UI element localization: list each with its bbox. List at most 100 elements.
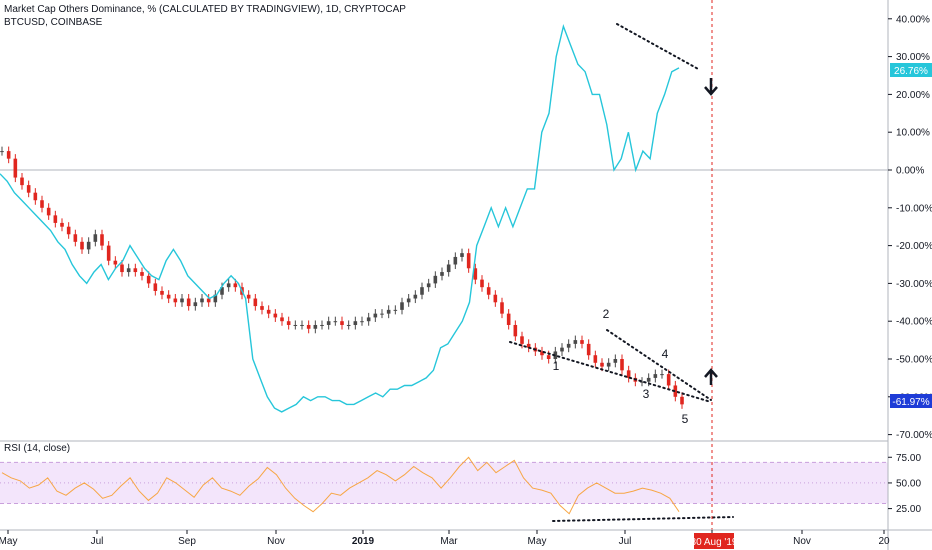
x-tick-label: Sep: [178, 536, 196, 547]
candle-body: [6, 151, 11, 159]
candle-body: [306, 324, 311, 329]
candle-body: [186, 298, 191, 307]
y-tick-label: 20.00%: [896, 90, 930, 101]
candle-body: [373, 313, 378, 318]
candle-body: [153, 283, 158, 291]
candle-body: [93, 234, 98, 242]
candle-body: [600, 362, 604, 367]
last-value-label-candles: -61.97%: [892, 397, 929, 408]
candle-body: [433, 275, 438, 284]
down-arrow-icon: [704, 78, 718, 96]
x-tick-label: May: [528, 536, 547, 547]
candle-body: [226, 283, 231, 288]
y-tick-label: -40.00%: [896, 317, 932, 328]
y-tick-label: 30.00%: [896, 52, 930, 63]
candle-body: [360, 321, 364, 323]
y-tick-label: -50.00%: [896, 355, 932, 366]
candle-body: [493, 294, 498, 303]
candle-body: [60, 222, 64, 227]
series-layer: [0, 24, 684, 515]
chart-title: Market Cap Others Dominance, % (CALCULAT…: [4, 4, 406, 15]
rsi-trend-line: [552, 516, 734, 522]
candle-body: [320, 324, 324, 326]
up-arrow-icon: [704, 368, 718, 385]
price-line-series: [0, 24, 680, 413]
candle-body: [220, 287, 224, 295]
candle-body: [120, 264, 124, 273]
candle-body: [326, 321, 331, 325]
x-tick-label: Nov: [793, 536, 811, 547]
candle-body: [20, 177, 24, 186]
x-tick-label: May: [0, 536, 17, 547]
candle-body: [460, 253, 464, 257]
candle-body: [606, 362, 611, 367]
candle-body: [406, 298, 411, 303]
y-tick-label: -20.00%: [896, 241, 932, 252]
candle-body: [260, 306, 264, 310]
candle-body: [573, 340, 578, 344]
candle-body: [40, 200, 44, 208]
candle-body: [86, 241, 91, 250]
candle-body: [106, 245, 111, 261]
candle-body: [140, 272, 144, 276]
candle-body: [126, 268, 131, 273]
rsi-pane: [0, 461, 888, 504]
candle-body: [480, 279, 484, 288]
candle-body: [293, 324, 298, 326]
candle-body: [546, 355, 551, 359]
rsi-line: [1, 456, 680, 515]
rsi-tick-label: 50.00: [896, 478, 921, 489]
x-tick-label: Mar: [440, 536, 458, 547]
candle-body: [386, 309, 391, 314]
wave-label: 5: [682, 412, 689, 426]
candle-body: [646, 377, 651, 382]
wave-label: 4: [662, 347, 669, 361]
y-tick-label: 0.00%: [896, 166, 924, 177]
wave-label: 3: [643, 387, 650, 401]
x-tick-label: Jul: [619, 536, 632, 547]
candle-body: [473, 268, 478, 280]
candle-body: [500, 302, 504, 314]
y-tick-label: -10.00%: [896, 203, 932, 214]
x-tick-label: 2019: [352, 536, 375, 547]
candle-body: [300, 324, 304, 326]
candle-body: [273, 313, 278, 318]
candle-body: [566, 343, 571, 348]
candle-body: [0, 151, 4, 153]
last-value-label-cyan: 26.76%: [894, 66, 928, 77]
wave-label: 2: [603, 307, 610, 321]
candle-body: [286, 321, 291, 325]
last-value-badge-cyan: [890, 63, 932, 77]
candle-body: [466, 253, 471, 269]
candle-body: [560, 347, 564, 352]
candle-body: [400, 302, 404, 310]
candle-body: [653, 374, 658, 378]
candle-body: [80, 241, 84, 250]
candle-body: [393, 309, 398, 311]
candle-body: [366, 317, 371, 322]
candle-body: [426, 283, 431, 288]
last-value-badge-candles: [890, 394, 932, 408]
candle-body: [346, 324, 351, 326]
x-tick-label: 20: [878, 536, 890, 547]
candle-body: [506, 313, 511, 325]
candle-body: [666, 374, 671, 386]
candle-body: [613, 359, 618, 363]
y-tick-label: 10.00%: [896, 128, 930, 139]
date-marker-badge: [694, 533, 734, 549]
candle-body: [26, 185, 31, 193]
candle-body: [313, 324, 318, 329]
candle-body: [640, 381, 644, 383]
rsi-title: RSI (14, close): [4, 443, 71, 454]
candle-body: [253, 298, 258, 307]
candle-body: [73, 234, 78, 242]
candle-body: [133, 268, 138, 273]
rsi-tick-label: 25.00: [896, 504, 921, 515]
candle-body: [526, 343, 531, 348]
candle-body: [660, 374, 664, 376]
y-tick-label: 40.00%: [896, 14, 930, 25]
candle-body: [266, 309, 271, 314]
candle-body: [420, 287, 424, 295]
